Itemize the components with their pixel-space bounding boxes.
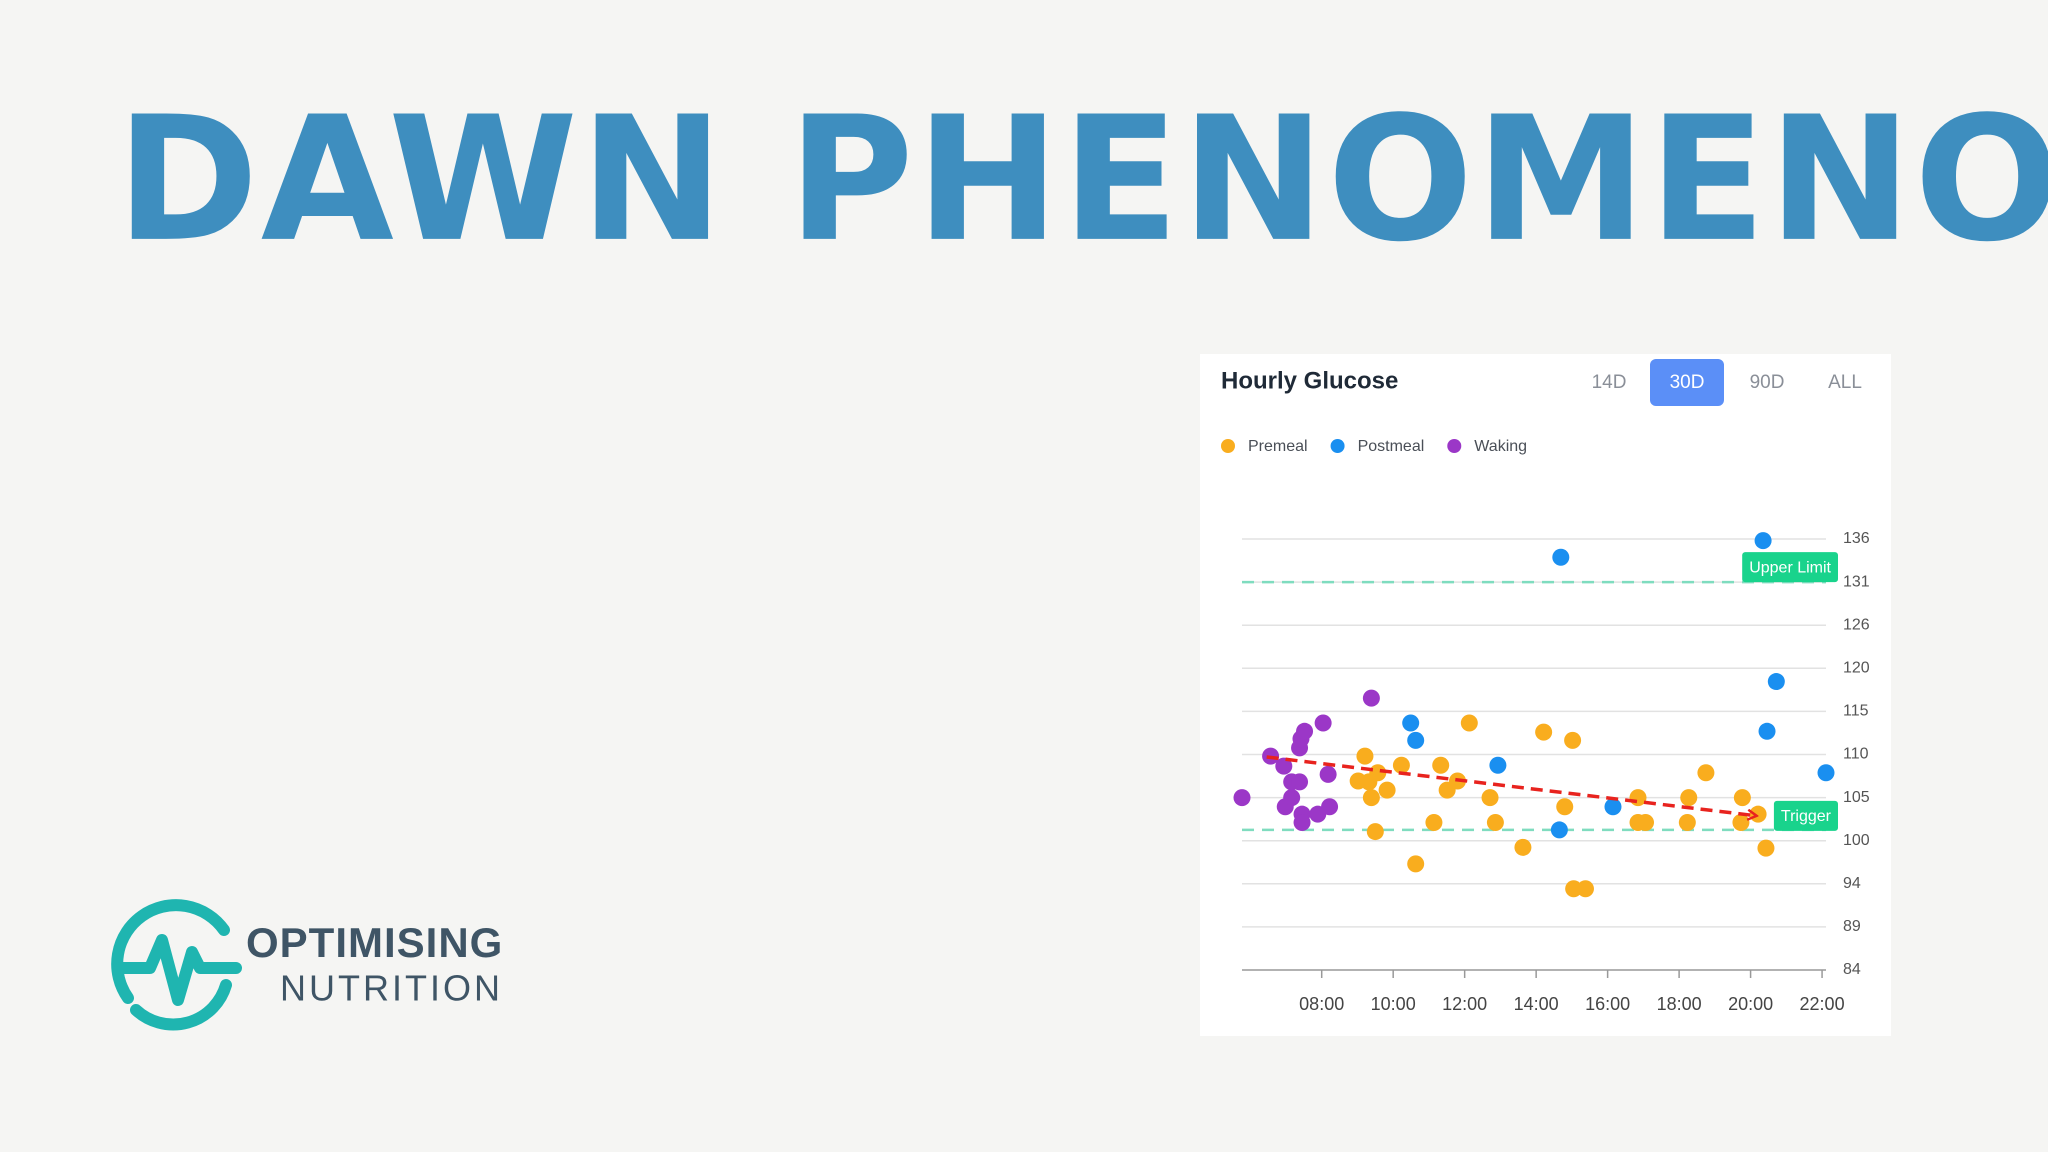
data-point [1233, 789, 1251, 807]
y-tick-label: 105 [1843, 789, 1870, 806]
data-point [1576, 880, 1594, 898]
data-point [1758, 722, 1776, 740]
data-point [1481, 789, 1499, 807]
data-point [1425, 813, 1443, 831]
y-tick-label: 94 [1843, 875, 1861, 892]
x-tick-label: 12:00 [1442, 994, 1487, 1014]
logo-text: OPTIMISING [246, 919, 503, 966]
data-point [1293, 813, 1311, 831]
data-point [1680, 789, 1698, 807]
data-point [1296, 722, 1314, 740]
data-point [1407, 731, 1425, 749]
data-point [1767, 673, 1785, 691]
data-point [1550, 821, 1568, 839]
data-point [1460, 714, 1478, 732]
data-point [1733, 789, 1751, 807]
y-tick-label: 136 [1843, 530, 1870, 547]
data-point [1407, 855, 1425, 873]
reference-label: Trigger [1781, 808, 1832, 825]
data-point [1392, 756, 1410, 774]
data-point [1535, 723, 1553, 741]
data-point [1604, 798, 1622, 816]
data-point [1552, 548, 1570, 566]
y-tick-label: 131 [1843, 573, 1870, 590]
range-button[interactable]: 30D [1670, 372, 1705, 393]
x-tick-label: 16:00 [1585, 994, 1630, 1014]
legend-marker [1221, 439, 1235, 453]
y-tick-label: 115 [1843, 703, 1869, 720]
data-point [1291, 773, 1309, 791]
data-point [1275, 757, 1293, 775]
data-point [1749, 805, 1767, 823]
data-point [1757, 839, 1775, 857]
data-point [1556, 798, 1574, 816]
chart-card [1200, 354, 1891, 1036]
y-tick-label: 126 [1843, 616, 1870, 633]
y-tick-label: 100 [1843, 832, 1870, 849]
data-point [1564, 731, 1582, 749]
data-point [1514, 838, 1532, 856]
x-tick-label: 14:00 [1514, 994, 1559, 1014]
reference-label-bg [1742, 552, 1838, 583]
y-tick-label: 84 [1843, 961, 1861, 978]
data-point [1678, 813, 1696, 831]
data-point [1356, 747, 1374, 765]
range-button-bg[interactable] [1650, 359, 1724, 406]
reference-label: Upper Limit [1749, 559, 1831, 576]
logo-text: NUTRITION [280, 968, 503, 1009]
chart-title: Hourly Glucose [1221, 367, 1398, 394]
data-point [1817, 764, 1835, 782]
data-point [1432, 756, 1450, 774]
y-tick-label: 110 [1843, 746, 1869, 763]
data-point [1402, 714, 1420, 732]
range-button[interactable]: ALL [1828, 372, 1862, 393]
data-point [1489, 756, 1507, 774]
data-point [1360, 773, 1378, 791]
data-point [1362, 789, 1380, 807]
logo-arc [130, 979, 232, 1031]
data-point [1314, 714, 1332, 732]
legend-marker [1447, 439, 1462, 453]
data-point [1362, 689, 1380, 707]
data-point [1321, 798, 1339, 816]
x-tick-label: 20:00 [1728, 994, 1773, 1014]
data-point [1732, 813, 1750, 831]
x-tick-label: 10:00 [1371, 994, 1416, 1014]
y-tick-label: 89 [1843, 918, 1861, 935]
x-tick-label: 22:00 [1800, 994, 1845, 1014]
legend-label[interactable]: Premeal [1248, 438, 1308, 455]
legend-label[interactable]: Postmeal [1358, 438, 1425, 455]
data-point [1697, 764, 1715, 782]
data-point [1637, 813, 1655, 831]
data-point [1366, 823, 1384, 841]
data-point [1283, 789, 1301, 807]
data-point [1319, 765, 1337, 783]
y-tick-label: 120 [1843, 660, 1870, 677]
logo-pulse [114, 934, 242, 1006]
data-point [1378, 781, 1396, 799]
x-tick-label: 18:00 [1657, 994, 1702, 1014]
legend-marker [1330, 439, 1345, 453]
x-tick-label: 08:00 [1299, 994, 1344, 1014]
data-point [1565, 880, 1583, 898]
headline: DAWN PHENOMENON [116, 79, 2048, 280]
logo-icon [111, 899, 242, 1031]
data-point [1754, 532, 1772, 550]
legend-label[interactable]: Waking [1474, 438, 1527, 455]
range-button[interactable]: 90D [1750, 372, 1785, 393]
trend-line [1266, 755, 1757, 816]
data-point [1486, 813, 1504, 831]
reference-label-bg [1773, 800, 1838, 831]
range-button[interactable]: 14D [1592, 372, 1627, 393]
